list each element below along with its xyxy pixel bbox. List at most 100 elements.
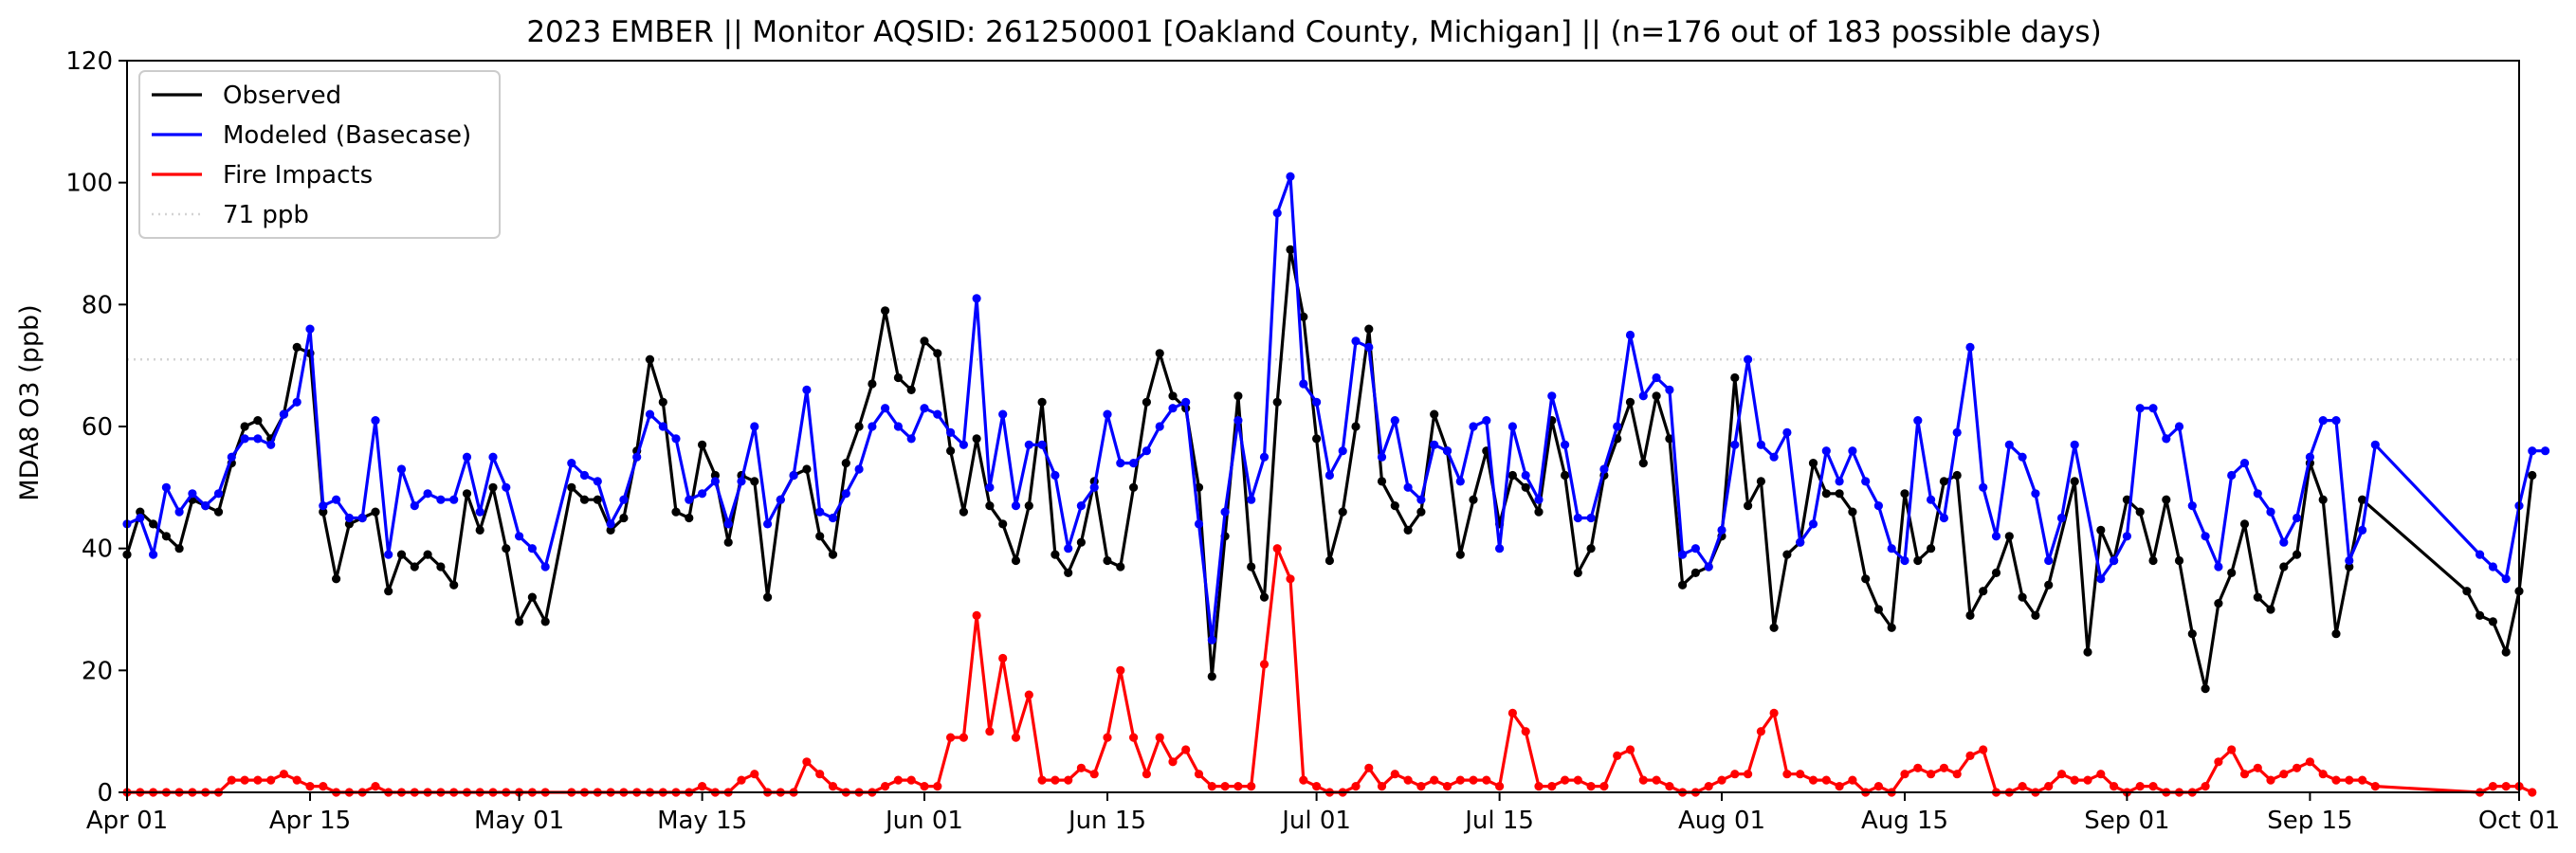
data-point-observed — [2162, 495, 2171, 504]
data-point-fire-impacts — [227, 775, 236, 785]
data-point-modeled-basecase — [1403, 482, 1413, 492]
data-point-modeled-basecase — [763, 519, 773, 529]
data-point-fire-impacts — [1233, 782, 1243, 791]
data-point-modeled-basecase — [475, 507, 484, 517]
data-point-modeled-basecase — [2266, 507, 2275, 517]
data-point-modeled-basecase — [1991, 532, 2001, 541]
data-point-modeled-basecase — [2331, 416, 2341, 426]
data-point-modeled-basecase — [1455, 477, 1465, 486]
data-point-fire-impacts — [906, 775, 916, 785]
data-point-fire-impacts — [1756, 727, 1765, 736]
data-point-modeled-basecase — [815, 507, 825, 517]
data-point-modeled-basecase — [2174, 422, 2184, 431]
data-point-observed — [2031, 610, 2040, 621]
data-point-modeled-basecase — [606, 519, 615, 529]
data-point-observed — [1050, 550, 1060, 559]
data-point-modeled-basecase — [384, 550, 393, 559]
data-point-modeled-basecase — [2541, 446, 2550, 456]
data-point-observed — [410, 562, 419, 572]
data-point-observed — [1730, 372, 1740, 383]
data-point-fire-impacts — [1076, 763, 1086, 772]
data-point-observed — [1573, 568, 1582, 578]
data-point-observed — [972, 434, 981, 444]
data-point-observed — [1155, 349, 1164, 358]
data-point-modeled-basecase — [2110, 555, 2119, 566]
data-point-observed — [1808, 459, 1818, 468]
data-point-fire-impacts — [933, 782, 942, 791]
data-point-modeled-basecase — [1076, 501, 1086, 511]
data-point-observed — [1037, 397, 1047, 407]
data-point-modeled-basecase — [567, 459, 576, 468]
data-point-modeled-basecase — [1952, 427, 1962, 437]
data-point-observed — [1325, 555, 1334, 566]
data-point-fire-impacts — [881, 782, 890, 791]
data-point-modeled-basecase — [266, 440, 276, 449]
data-point-modeled-basecase — [319, 501, 328, 511]
data-point-fire-impacts — [1037, 775, 1047, 785]
data-point-observed — [449, 580, 459, 590]
data-point-fire-impacts — [972, 610, 981, 621]
data-point-fire-impacts — [998, 653, 1008, 663]
data-point-modeled-basecase — [776, 495, 785, 504]
data-point-observed — [2044, 580, 2054, 590]
data-point-fire-impacts — [1168, 757, 1178, 767]
data-point-observed — [1116, 562, 1125, 572]
data-point-modeled-basecase — [1900, 555, 1909, 566]
legend-box — [138, 70, 501, 239]
data-point-modeled-basecase — [1299, 379, 1308, 389]
data-point-observed — [2174, 555, 2184, 566]
data-point-observed — [750, 477, 759, 486]
data-point-observed — [1064, 568, 1073, 578]
data-point-observed — [619, 513, 629, 523]
data-point-modeled-basecase — [462, 452, 472, 462]
data-point-modeled-basecase — [1665, 385, 1674, 394]
data-point-modeled-basecase — [1561, 440, 1570, 449]
data-point-modeled-basecase — [449, 495, 459, 504]
data-point-observed — [2253, 592, 2262, 602]
data-point-observed — [1259, 592, 1270, 602]
data-point-fire-impacts — [253, 775, 263, 785]
data-point-modeled-basecase — [1220, 507, 1230, 517]
data-point-observed — [396, 550, 407, 559]
data-point-observed — [1782, 550, 1792, 559]
data-point-modeled-basecase — [789, 470, 798, 481]
data-point-observed — [2135, 507, 2145, 517]
data-point-observed — [1927, 544, 1936, 554]
x-axis: Apr 01 Apr 15 May 01 May 15 Jun 01 Jun 15 Jul … — [86, 792, 2560, 835]
data-point-fire-impacts — [1469, 775, 1478, 785]
data-point-fire-impacts — [1782, 770, 1792, 779]
data-point-modeled-basecase — [671, 434, 681, 444]
data-point-modeled-basecase — [161, 482, 171, 492]
data-point-fire-impacts — [2331, 775, 2341, 785]
data-point-modeled-basecase — [436, 495, 446, 504]
data-point-observed — [332, 574, 341, 584]
data-point-fire-impacts — [371, 782, 380, 791]
y-tick-label: 20 — [82, 657, 113, 685]
data-point-observed — [1299, 312, 1308, 321]
x-tick-label: Jun 15 — [1067, 807, 1146, 835]
data-point-fire-impacts — [2083, 775, 2092, 785]
data-point-fire-impacts — [2279, 770, 2289, 779]
data-point-observed — [1430, 409, 1439, 419]
data-point-fire-impacts — [1599, 782, 1609, 791]
data-point-observed — [2462, 587, 2472, 596]
data-point-observed — [841, 459, 850, 468]
data-point-observed — [2083, 647, 2092, 657]
data-point-fire-impacts — [1155, 733, 1164, 742]
data-point-observed — [371, 507, 380, 517]
data-point-fire-impacts — [1011, 733, 1021, 742]
data-point-modeled-basecase — [1064, 544, 1073, 554]
data-point-fire-impacts — [2135, 782, 2145, 791]
data-point-fire-impacts — [2488, 782, 2497, 791]
data-point-modeled-basecase — [1390, 416, 1399, 426]
data-point-modeled-basecase — [2501, 574, 2511, 584]
data-point-fire-impacts — [2070, 775, 2079, 785]
x-tick-label: Apr 15 — [269, 807, 351, 835]
data-point-modeled-basecase — [2056, 513, 2067, 523]
data-point-modeled-basecase — [1142, 446, 1151, 456]
data-point-observed — [698, 440, 707, 449]
data-point-observed — [2318, 495, 2328, 504]
data-point-observed — [488, 482, 498, 492]
data-point-modeled-basecase — [1625, 330, 1635, 340]
data-point-modeled-basecase — [332, 495, 341, 504]
